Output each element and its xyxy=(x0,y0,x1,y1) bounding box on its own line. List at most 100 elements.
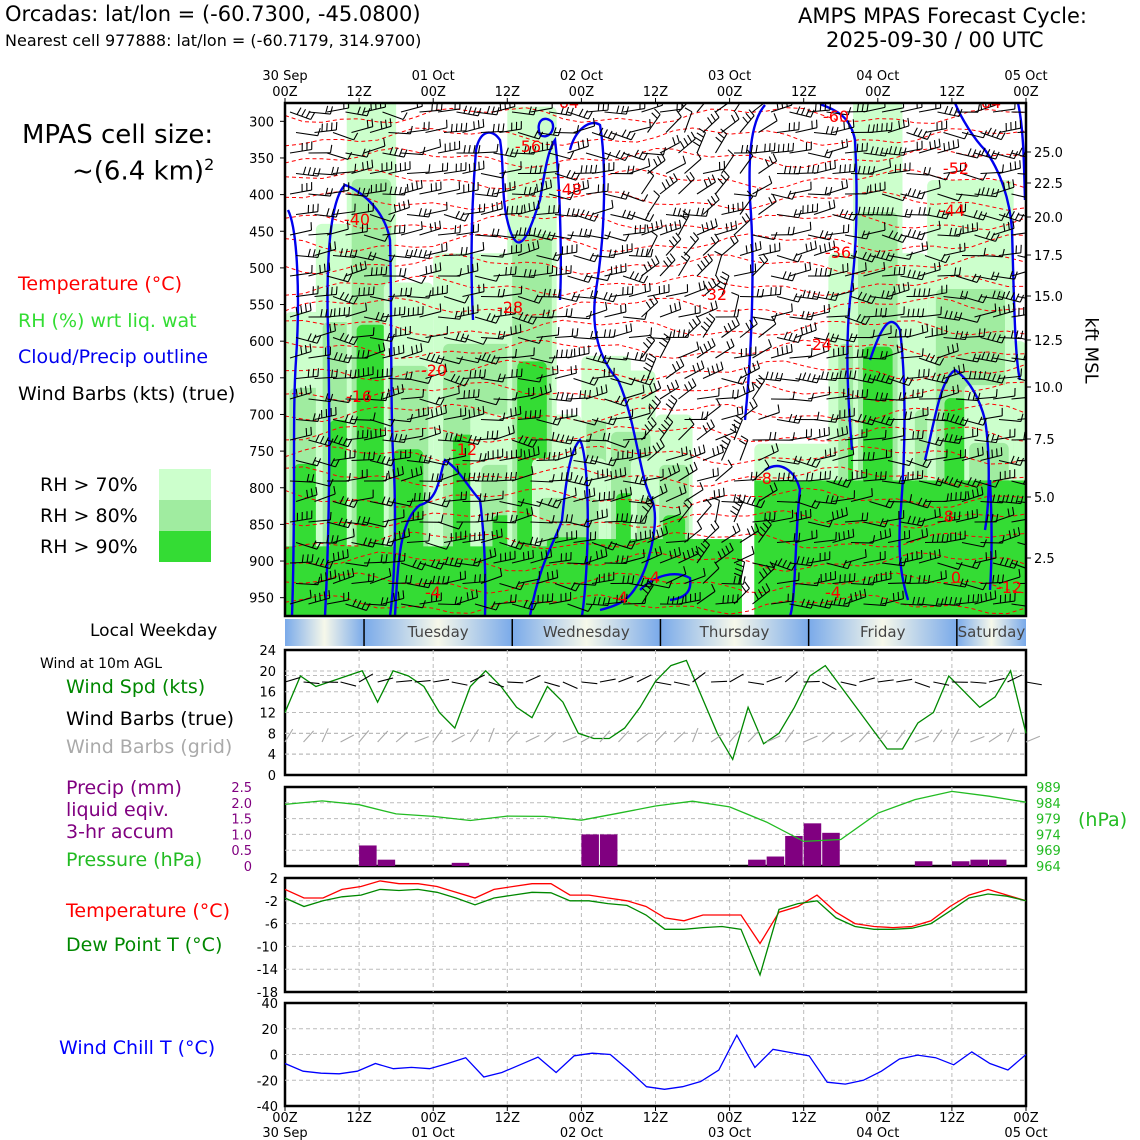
wind-10m-label: Wind at 10m AGL xyxy=(40,656,163,672)
wind-barb-flag xyxy=(836,510,839,519)
wind-barb-flag xyxy=(386,457,391,465)
wind-barb-flag xyxy=(649,119,651,128)
wind-barb-flag xyxy=(683,251,691,258)
wind-barb xyxy=(1017,500,1026,504)
wind-barb-flag xyxy=(880,392,884,401)
dewpoint-label: Dew Point T (°C) xyxy=(66,934,223,956)
cross-section-plot-area: -64-60-64-56-52-48-44-40-36-32-28-24-20-… xyxy=(285,103,1026,616)
wind-barb xyxy=(567,480,590,487)
wind-barb-flag xyxy=(306,473,310,482)
wind-barb-flag xyxy=(316,541,322,550)
wind-barb-flag xyxy=(843,210,849,219)
wind-barb xyxy=(462,249,484,257)
wind-barb xyxy=(295,582,318,586)
wind-barb-flag xyxy=(532,440,538,448)
wind-barb-flag xyxy=(307,248,311,257)
wind-barb xyxy=(511,354,534,359)
windchill-label: Wind Chill T (°C) xyxy=(59,1037,216,1059)
wind-barb-flag xyxy=(847,307,850,316)
wind-barb xyxy=(474,275,497,282)
wind-barb-flag xyxy=(837,477,843,485)
wind-barb xyxy=(720,440,731,461)
wind-barb-flag xyxy=(579,228,583,237)
wind-barb-flag xyxy=(886,290,890,299)
wind-barb xyxy=(363,145,386,154)
wind-barb xyxy=(1011,152,1026,158)
wind-barb-flag xyxy=(444,556,449,565)
wind-barb-flag xyxy=(649,377,655,386)
wind-barb xyxy=(789,269,811,277)
wind-barb-flag xyxy=(902,119,905,128)
wind-barb-flag xyxy=(892,593,895,602)
wind-barb-flag xyxy=(758,374,765,381)
wind-barb-flag xyxy=(477,558,482,567)
wind-barb-flag xyxy=(663,333,671,339)
wind-barb-flag xyxy=(324,437,329,445)
wind-barb-flag xyxy=(635,248,639,257)
wind-barb xyxy=(752,103,765,113)
wind-barb-flag xyxy=(734,567,743,572)
wind-barb xyxy=(733,587,750,605)
wind-barb xyxy=(795,537,818,544)
wind-barb-flag xyxy=(634,475,639,484)
wind-barb-flag xyxy=(693,232,700,239)
rh-swatch-90 xyxy=(159,531,211,562)
wind-barb-flag xyxy=(398,530,401,540)
bottom-hour-label: 00Z xyxy=(420,1111,446,1126)
wind-barb-flag xyxy=(888,145,893,154)
wind-barb-flag xyxy=(645,362,653,368)
wind-barb xyxy=(585,555,608,564)
wind-barb-flag xyxy=(727,149,735,156)
wind-barb xyxy=(758,450,779,461)
wind-barb-flag xyxy=(697,521,703,529)
wind-barb-flag xyxy=(912,431,915,440)
wind-barb xyxy=(881,313,904,318)
wind-barb-flag xyxy=(333,486,336,495)
wind-barb-flag xyxy=(734,111,740,120)
wind-barb-flag xyxy=(405,249,409,258)
wind-barb-flag xyxy=(621,105,625,114)
wind-barb-flag xyxy=(658,341,667,348)
wind-barb xyxy=(702,240,720,256)
wind-barb xyxy=(295,418,318,423)
wind-barb-grid xyxy=(766,735,781,743)
wind-barb-true xyxy=(581,681,598,685)
wind-barb-flag xyxy=(677,208,682,217)
wind-barb xyxy=(314,248,336,257)
wind-barb-flag xyxy=(541,230,547,239)
wind-barb xyxy=(610,541,632,550)
cloud-outline xyxy=(743,104,766,421)
wind-barb-flag xyxy=(552,416,557,425)
wind-barb-flag xyxy=(885,499,891,507)
wind-barb-flag xyxy=(460,333,465,342)
wind-barb xyxy=(400,228,423,236)
wind-barb-grid xyxy=(877,730,888,743)
wind-barb-flag xyxy=(801,310,805,319)
wind-barb xyxy=(844,110,868,113)
wind-barb xyxy=(715,431,737,441)
wind-barb-flag xyxy=(356,600,362,608)
wind-barb-flag xyxy=(876,249,881,258)
wind-barb xyxy=(456,479,479,482)
wind-barb-flag xyxy=(307,333,312,341)
wind-barb-flag xyxy=(325,572,327,581)
wind-barb-flag xyxy=(359,262,363,271)
wind-barb-flag xyxy=(439,262,442,271)
wind-barb-flag xyxy=(472,557,477,566)
wind-barb-flag xyxy=(465,122,468,131)
wind-barb-flag xyxy=(853,163,856,172)
wind-barb-flag xyxy=(843,598,847,607)
pressure-tick-label: 900 xyxy=(249,555,274,570)
wind-barb xyxy=(807,311,830,318)
wind-barb-flag xyxy=(888,230,894,238)
wind-barb xyxy=(776,213,799,219)
windchill-tick-label: -40 xyxy=(257,1100,278,1115)
wind-barb-flag xyxy=(529,536,534,545)
wind-barb xyxy=(456,396,479,400)
wind-barb xyxy=(758,249,781,257)
wind-barb-flag xyxy=(935,436,940,445)
wind-barb-flag xyxy=(651,112,658,119)
wind-barb xyxy=(937,518,960,523)
wind-barb-flag xyxy=(436,473,439,482)
